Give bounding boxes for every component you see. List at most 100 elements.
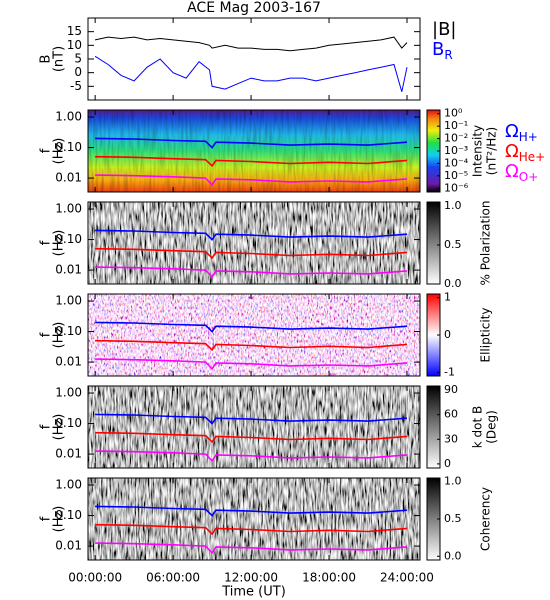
legend-name: Ω	[505, 121, 519, 142]
legend-name: Ω	[505, 141, 519, 162]
colorbar-tick-label: 0.5	[444, 512, 462, 525]
y-axis-label: f	[39, 516, 54, 521]
y-tick-label: 0.01	[55, 263, 82, 277]
series-line	[94, 36, 408, 52]
y-axis-label: f	[39, 240, 54, 245]
colorbar-tick-label: 10⁻¹	[444, 119, 468, 132]
series-line	[95, 174, 408, 187]
y-tick-label: -5	[70, 79, 82, 93]
series-line	[95, 450, 408, 463]
series-line	[95, 358, 408, 371]
y-tick-label: 0.10	[55, 416, 82, 430]
y-tick-label: 0.01	[55, 539, 82, 553]
chart-title: ACE Mag 2003-167	[187, 0, 321, 16]
x-axis-label: Time (UT)	[221, 585, 286, 600]
colorbar-label: Intensity	[471, 125, 485, 177]
colorbar-tick-label: 90	[444, 383, 458, 396]
colorbar-tick-label: 0.0	[444, 549, 462, 562]
series-line	[95, 542, 408, 555]
spectrogram-image	[88, 386, 420, 468]
colorbar-label: (Deg)	[485, 410, 499, 444]
y-tick-label: 10	[67, 38, 82, 52]
colorbar-label: % Polarization	[479, 201, 493, 286]
series-line	[95, 247, 408, 260]
series-line	[95, 155, 408, 168]
x-tick-label: 24:00:00	[380, 571, 434, 585]
spectrogram-image	[88, 294, 420, 376]
colorbar-tick-label: 10⁻⁶	[444, 181, 469, 194]
legend-entry: ΩH+	[505, 121, 538, 144]
legend-name: B	[432, 39, 444, 60]
spectrogram-backgrounds	[88, 110, 420, 560]
legend-subscript: O+	[519, 170, 539, 184]
y-tick-label: 1.00	[55, 478, 82, 492]
series-line	[95, 505, 408, 517]
colorbar-label: Ellipticity	[479, 308, 493, 363]
y-axis-label: (Hz)	[52, 138, 67, 165]
colorbar-tick-label: 60	[444, 408, 458, 421]
y-axis-label: f	[39, 148, 54, 153]
colorbar-tick-label: 30	[444, 432, 458, 445]
plot-frame	[87, 109, 421, 193]
y-axis-label: (Hz)	[52, 322, 67, 349]
legend-entry: ΩO+	[505, 161, 538, 184]
x-tick-label: 12:00:00	[224, 571, 278, 585]
legend-subscript: H+	[519, 130, 538, 144]
series-line	[95, 339, 408, 352]
plot-frame	[87, 201, 421, 285]
y-axis-label: (Hz)	[52, 506, 67, 533]
legend-subscript: He+	[519, 150, 545, 164]
x-tick-label: 06:00:00	[146, 571, 200, 585]
legend-entry: |B|	[432, 19, 456, 40]
spectrogram-image	[88, 202, 420, 284]
series-line	[95, 413, 408, 425]
x-tick-label: 00:00:00	[68, 571, 122, 585]
colorbar-label: (nT²/Hz)	[485, 127, 499, 175]
colorbars	[426, 109, 441, 561]
series-line	[95, 431, 408, 444]
y-tick-label: 0.10	[55, 508, 82, 522]
legend-subscript: R	[444, 48, 452, 62]
colorbar-label: Coherency	[479, 487, 493, 551]
spectrogram-image	[88, 478, 420, 560]
spectrogram-texture	[88, 110, 420, 192]
y-tick-label: 0.10	[55, 232, 82, 246]
y-tick-label: 0.10	[55, 140, 82, 154]
y-axis-label: (Hz)	[52, 414, 67, 441]
legend-entry: ΩHe+	[505, 141, 545, 164]
colorbar	[426, 201, 441, 285]
colorbar-tick-label: 10⁻³	[444, 144, 468, 157]
plot-frame	[87, 385, 421, 469]
y-tick-label: 15	[67, 24, 82, 38]
y-axis-label: (Hz)	[52, 230, 67, 257]
plot-frame	[87, 17, 421, 101]
y-tick-label: 0.01	[55, 447, 82, 461]
colorbar-label: k dot B	[471, 406, 485, 448]
y-tick-label: 0.01	[55, 355, 82, 369]
y-tick-label: 1.00	[55, 110, 82, 124]
colorbar-tick-label: 1.0	[444, 199, 462, 212]
colorbar-tick-label: 0	[444, 457, 451, 470]
series-line	[95, 266, 408, 279]
y-axis-label: B	[39, 55, 54, 64]
y-tick-label: 0.01	[55, 171, 82, 185]
colorbar-tick-label: 10⁻⁴	[444, 156, 469, 169]
colorbar-tick-label: -1	[444, 365, 455, 378]
x-tick-label: 18:00:00	[302, 571, 356, 585]
colorbar-tick-label: 10⁰	[444, 107, 463, 120]
y-tick-label: 1.00	[55, 386, 82, 400]
plot-frame	[87, 477, 421, 561]
series-line	[95, 229, 408, 241]
colorbar-tick-label: 10⁻²	[444, 132, 468, 145]
colorbar-tick-label: 0	[444, 328, 451, 341]
legend-name: |B|	[432, 19, 456, 40]
plot-frame	[87, 293, 421, 377]
series-line	[95, 137, 408, 149]
y-axis-label: f	[39, 332, 54, 337]
y-tick-label: 0	[74, 65, 82, 79]
colorbar	[426, 385, 441, 469]
y-tick-label: 1.00	[55, 294, 82, 308]
colorbar-tick-label: 0.5	[444, 238, 462, 251]
colorbar-tick-label: 0.0	[444, 277, 462, 290]
